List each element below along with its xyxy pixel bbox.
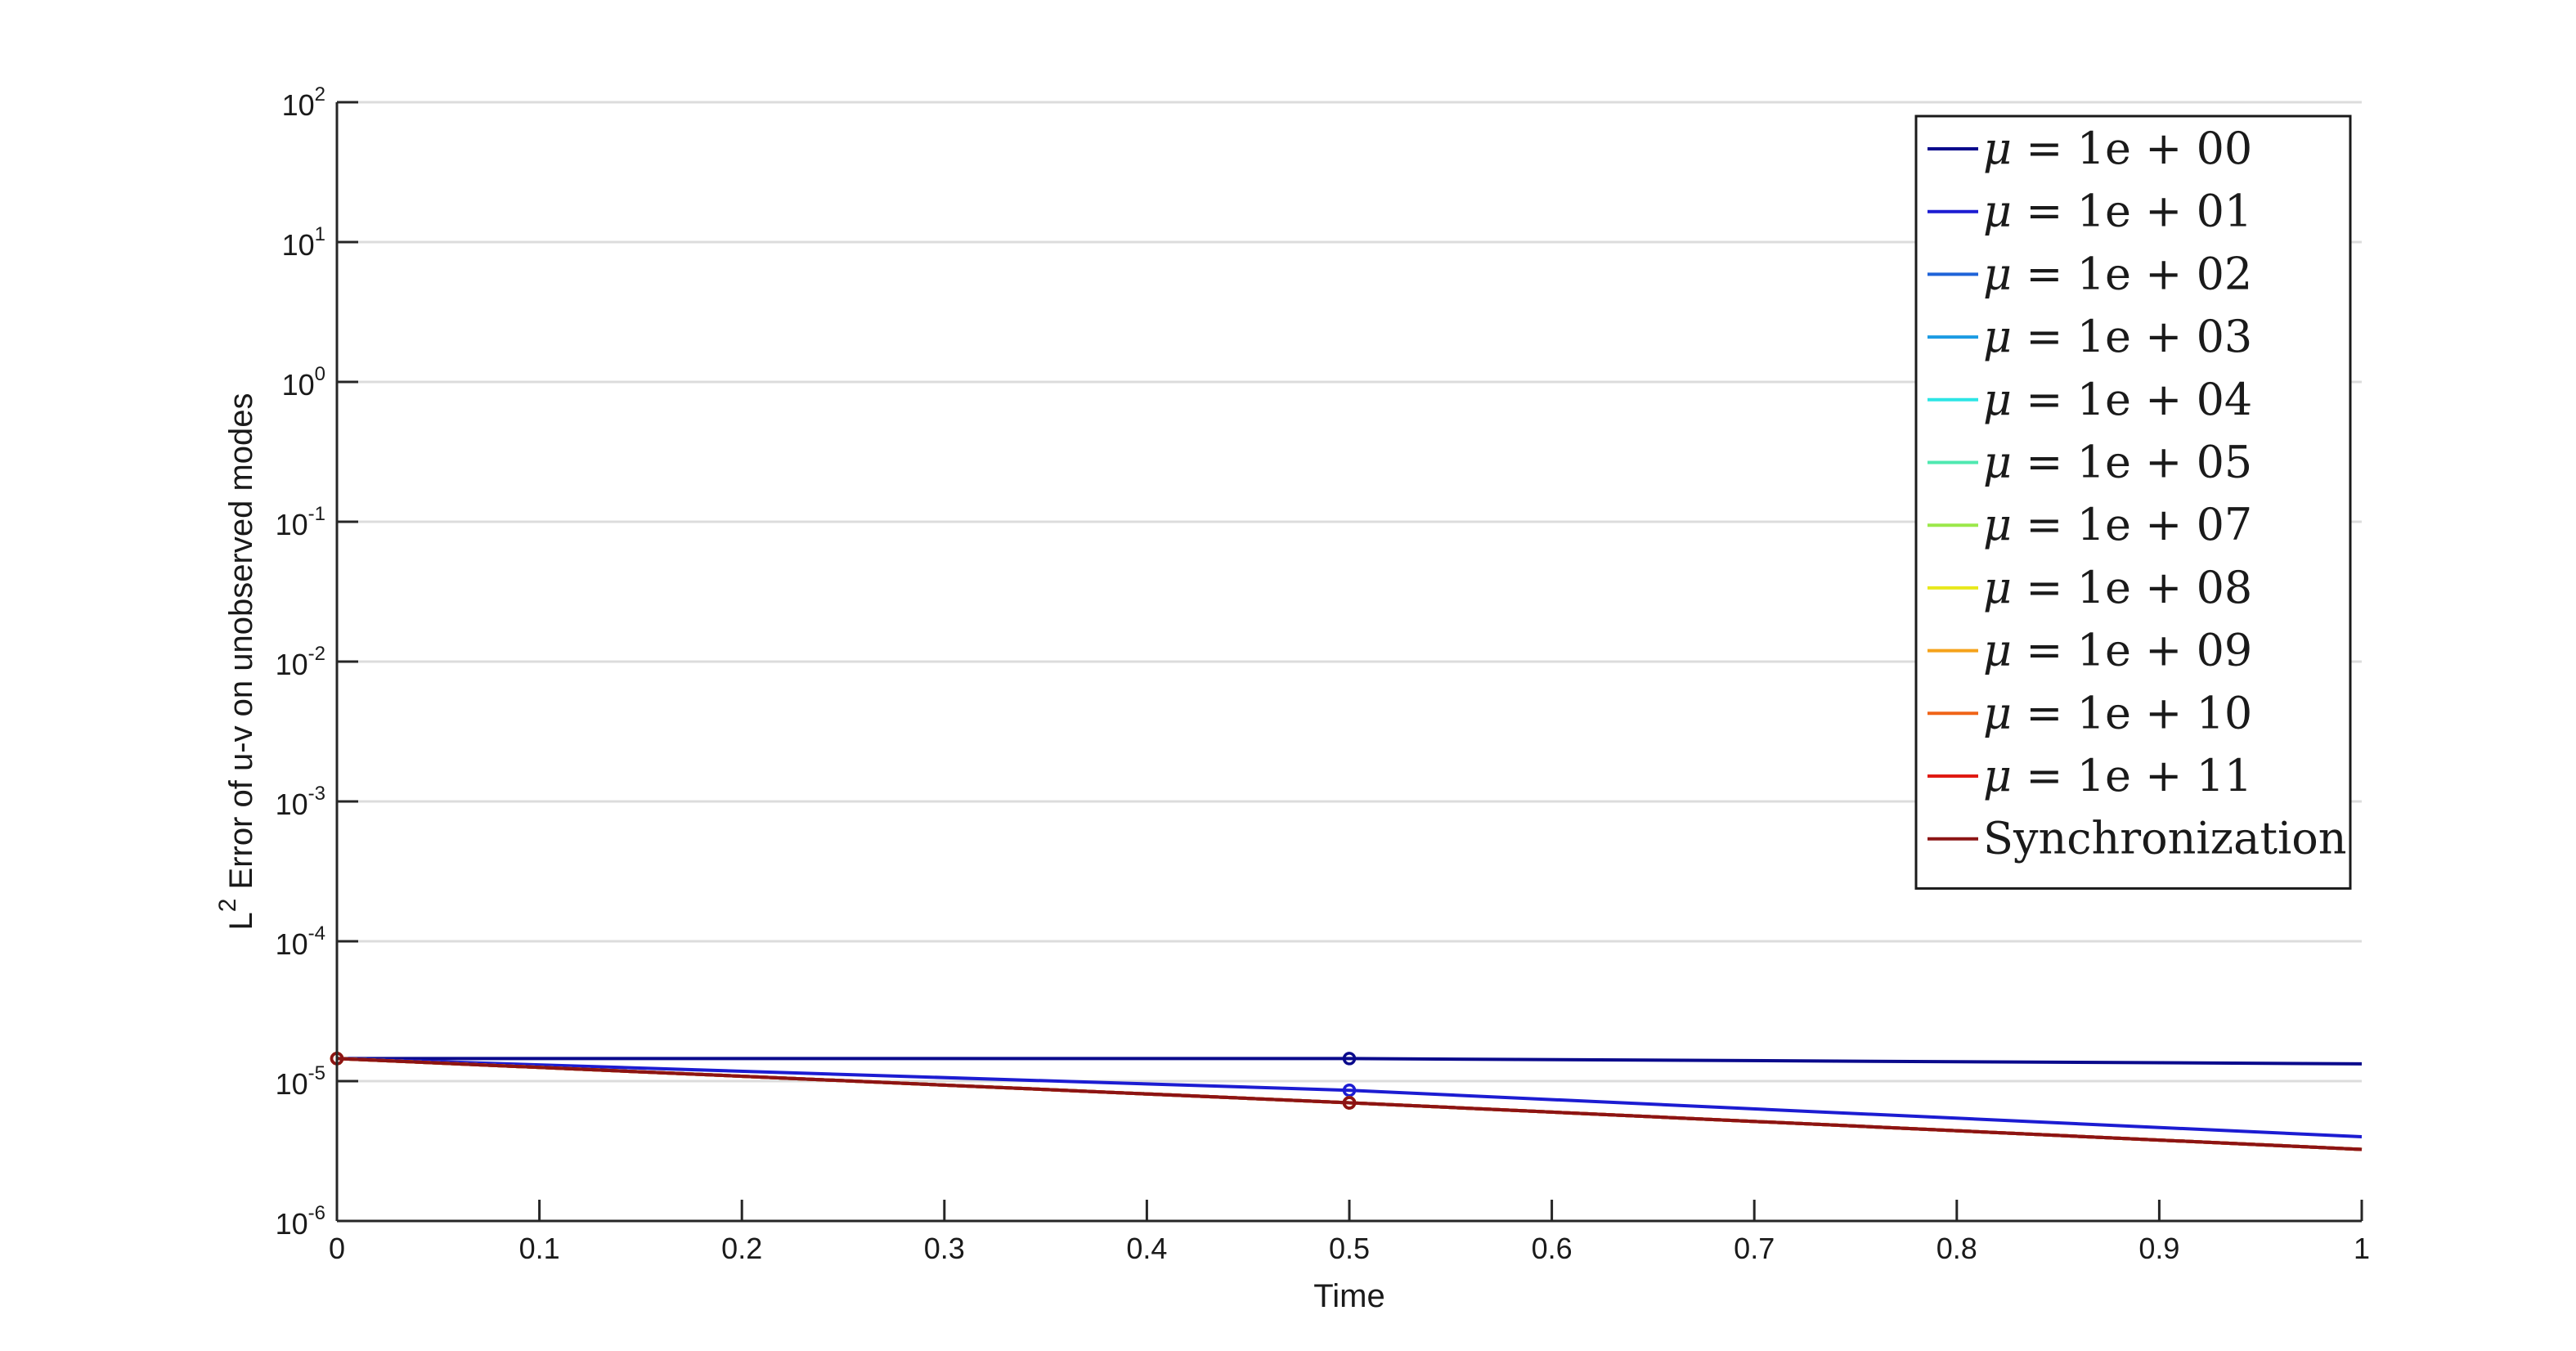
legend-label: μ = 1e + 09 [1983, 625, 2252, 676]
y-tick-label: 102 [282, 83, 325, 122]
x-tick-label: 0.1 [519, 1232, 560, 1265]
x-axis-ticks: 0 0.1 0.2 0.3 0.4 0.5 0.6 0.7 0.8 0.9 1 [329, 1200, 2370, 1265]
x-tick-label: 0.3 [924, 1232, 965, 1265]
legend-label: μ = 1e + 07 [1983, 499, 2252, 550]
x-axis-label: Time [1313, 1278, 1384, 1314]
legend-label: μ = 1e + 04 [1983, 374, 2252, 425]
y-tick-label: 10-1 [276, 503, 325, 541]
legend-label: μ = 1e + 11 [1983, 750, 2252, 801]
y-axis-label: L2 Error of u-v on unobserved modes [214, 393, 259, 930]
x-tick-label: 0.9 [2138, 1232, 2179, 1265]
x-tick-label: 1 [2354, 1232, 2370, 1265]
legend: μ = 1e + 00 μ = 1e + 01 μ = 1e + 02 μ = 1e … [1914, 114, 2352, 890]
series-lines [330, 1052, 2363, 1151]
x-tick-label: 0.8 [1936, 1232, 1977, 1265]
x-tick-label: 0.2 [721, 1232, 762, 1265]
legend-label: μ = 1e + 01 [1983, 186, 2252, 237]
legend-label: Synchronization [1983, 813, 2347, 864]
series-point [1342, 1052, 1357, 1066]
x-tick-label: 0.5 [1329, 1232, 1370, 1265]
y-tick-label: 100 [282, 363, 325, 402]
x-tick-label: 0 [329, 1232, 345, 1265]
legend-label: μ = 1e + 02 [1983, 248, 2252, 299]
series-line [336, 1057, 2363, 1139]
legend-label: μ = 1e + 10 [1983, 687, 2252, 738]
y-tick-label: 10-4 [276, 922, 325, 961]
y-tick-label: 10-3 [276, 783, 325, 821]
y-tick-label: 101 [282, 223, 325, 262]
legend-box [1914, 114, 2352, 890]
y-tick-label: 10-2 [276, 643, 325, 681]
x-tick-label: 0.4 [1126, 1232, 1167, 1265]
y-tick-label: 10-5 [276, 1062, 325, 1101]
x-tick-label: 0.6 [1532, 1232, 1573, 1265]
series-line [336, 1057, 2363, 1151]
y-tick-label: 10-6 [276, 1202, 325, 1241]
x-tick-label: 0.7 [1734, 1232, 1775, 1265]
series-point [1342, 1083, 1357, 1097]
legend-label: μ = 1e + 03 [1983, 311, 2252, 362]
legend-label: μ = 1e + 05 [1983, 437, 2252, 488]
series-point [1342, 1096, 1357, 1110]
series-line [337, 1057, 2363, 1066]
legend-label: μ = 1e + 00 [1983, 123, 2252, 174]
legend-label: μ = 1e + 08 [1983, 562, 2252, 613]
y-axis-ticks: 102 101 100 10-1 10-2 10-3 10-4 10-5 10-6 [276, 83, 358, 1241]
